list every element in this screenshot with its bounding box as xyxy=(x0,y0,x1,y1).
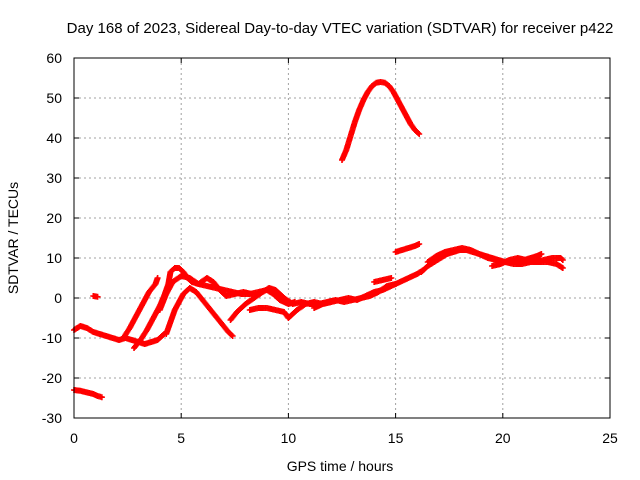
data-point xyxy=(558,256,565,262)
y-tick-label: -10 xyxy=(42,330,62,346)
data-point xyxy=(538,251,545,257)
x-tick-label: 5 xyxy=(177,430,185,446)
data-points xyxy=(71,79,566,401)
x-axis-label: GPS time / hours xyxy=(287,458,394,474)
series-arc-k xyxy=(371,275,395,285)
x-tick-label: 0 xyxy=(70,430,78,446)
y-tick-label: 60 xyxy=(46,50,62,66)
series-arc-j xyxy=(311,267,427,311)
y-tick-label: 40 xyxy=(46,130,62,146)
data-point xyxy=(154,275,161,281)
data-point xyxy=(98,394,105,401)
y-tick-label: -30 xyxy=(42,410,62,426)
series-arc-c xyxy=(71,323,168,347)
chart-title: Day 168 of 2023, Sidereal Day-to-day VTE… xyxy=(67,20,614,37)
data-point xyxy=(228,332,235,338)
data-point xyxy=(416,131,423,137)
data-point xyxy=(229,333,236,339)
data-point xyxy=(559,257,566,263)
x-tick-label: 15 xyxy=(388,430,404,446)
y-axis-label: SDTVAR / TECUs xyxy=(5,182,21,294)
y-axis-ticks: -30 -20 -10 0 10 20 30 40 50 60 xyxy=(42,50,610,426)
series-arc-m xyxy=(339,79,423,163)
x-axis-ticks: 0 5 10 15 20 25 xyxy=(70,58,618,446)
series-arc-g xyxy=(156,273,255,313)
x-tick-label: 20 xyxy=(495,430,511,446)
data-point xyxy=(159,332,166,338)
y-tick-label: -20 xyxy=(42,370,62,386)
x-tick-label: 25 xyxy=(602,430,618,446)
y-tick-label: 20 xyxy=(46,210,62,226)
y-tick-label: 30 xyxy=(46,170,62,186)
data-point xyxy=(94,293,101,300)
grid-lines xyxy=(74,58,610,418)
series-arc-b xyxy=(90,293,101,300)
data-point xyxy=(559,265,566,271)
y-tick-label: 0 xyxy=(54,290,62,306)
x-tick-label: 10 xyxy=(281,430,297,446)
series-arc-a xyxy=(71,387,105,401)
data-point xyxy=(388,275,395,281)
data-point xyxy=(416,241,423,247)
y-tick-label: 10 xyxy=(46,250,62,266)
series-arc-d xyxy=(120,275,161,341)
series-arc-l xyxy=(392,241,423,255)
series-arc-f xyxy=(163,285,236,339)
series-arc-p xyxy=(489,255,566,269)
plot-frame xyxy=(73,57,611,419)
data-point xyxy=(248,291,255,297)
data-point xyxy=(415,130,422,136)
y-tick-label: 50 xyxy=(46,90,62,106)
